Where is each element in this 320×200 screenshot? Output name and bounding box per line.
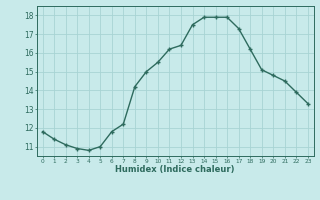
X-axis label: Humidex (Indice chaleur): Humidex (Indice chaleur) [116,165,235,174]
